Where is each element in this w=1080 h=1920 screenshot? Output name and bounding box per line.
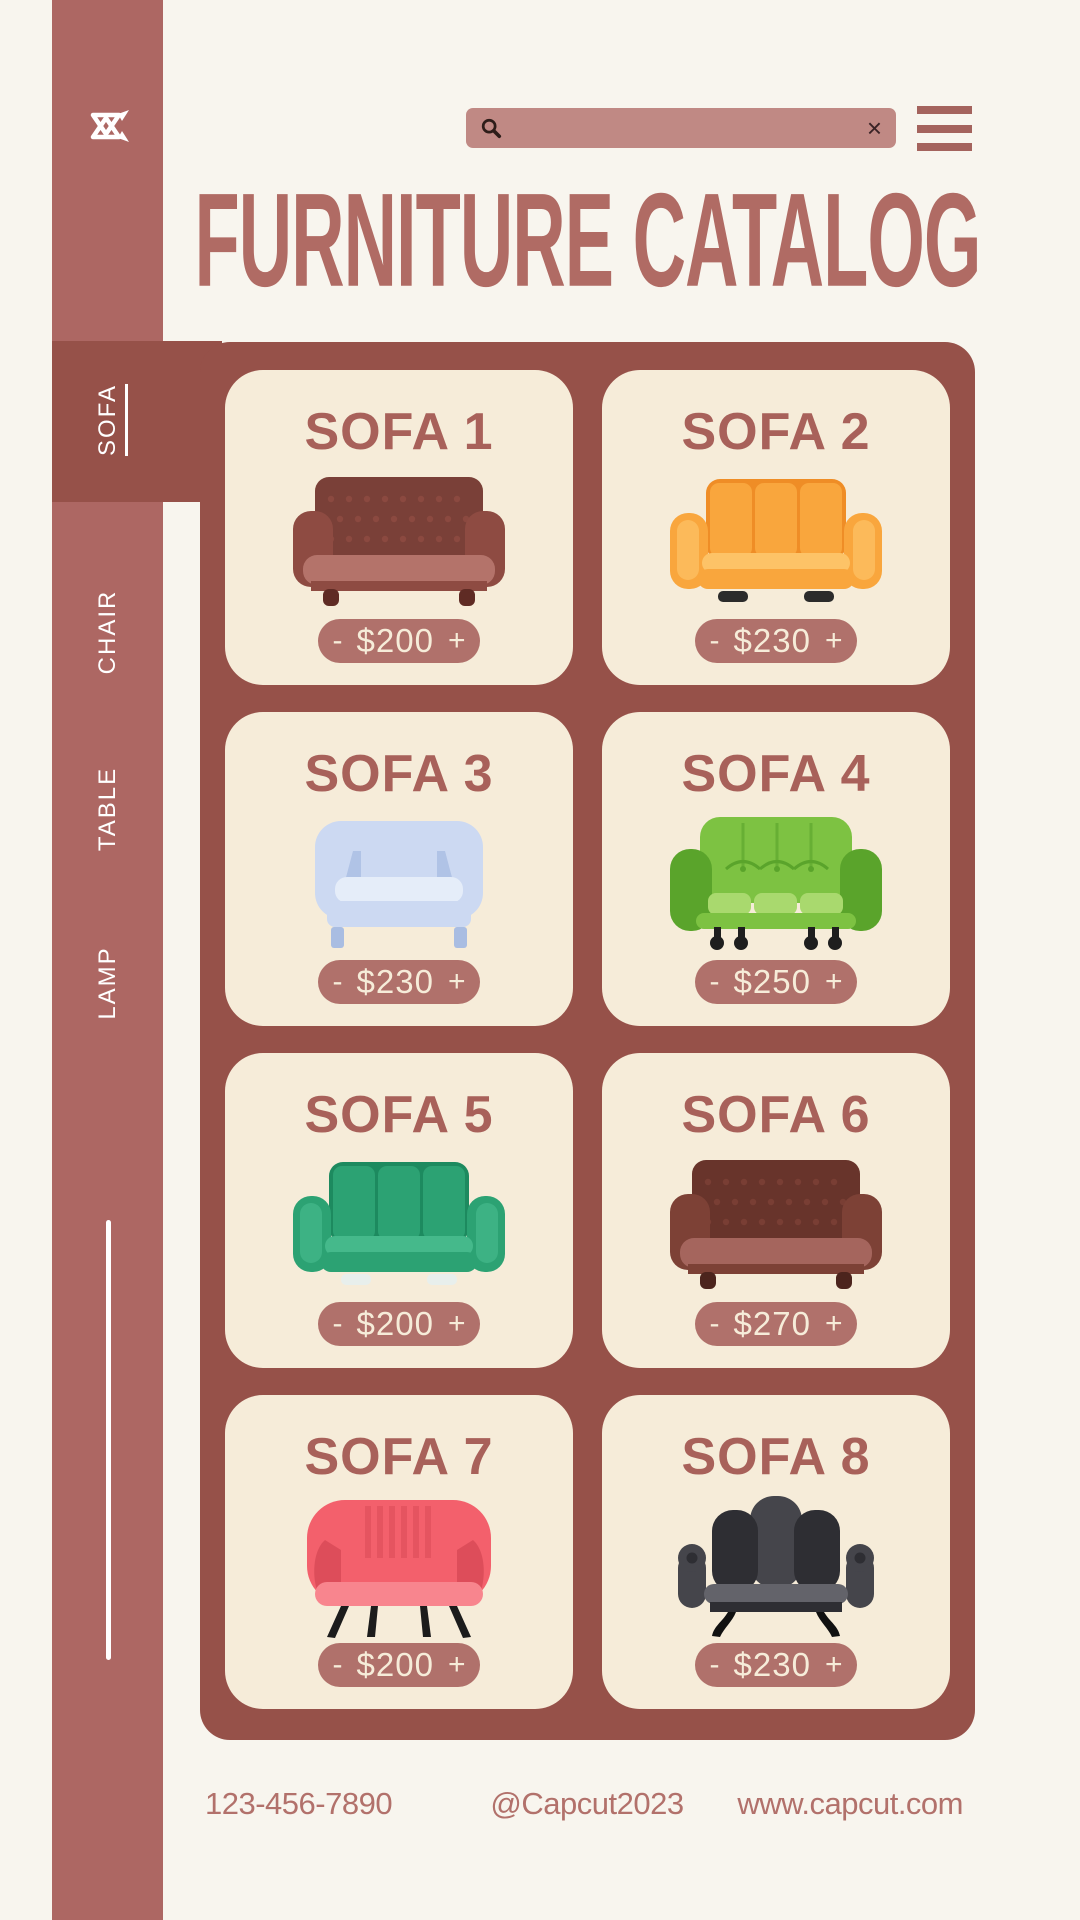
price-value: $230 <box>733 1646 811 1683</box>
capcut-logo-icon[interactable] <box>84 106 132 146</box>
footer-phone: 123-456-7890 <box>205 1786 393 1821</box>
product-card-3[interactable]: SOFA 3 - $230 + <box>225 711 573 1026</box>
menu-button[interactable] <box>917 106 972 151</box>
product-card-1[interactable]: SOFA 1 - $200 + <box>225 370 573 685</box>
hamburger-icon <box>917 124 972 133</box>
price-stepper: - $250 + <box>695 960 857 1004</box>
card-title: SOFA 4 <box>681 744 871 803</box>
sidebar-item-table[interactable]: TABLE <box>94 766 121 852</box>
plus-button[interactable]: + <box>447 965 466 998</box>
price-value: $270 <box>733 1304 811 1342</box>
product-card-6[interactable]: SOFA 6 - $270 + <box>602 1053 950 1368</box>
minus-button[interactable]: - <box>332 965 343 998</box>
sofa-illustration <box>293 477 505 607</box>
price-value: $230 <box>733 621 811 659</box>
price-value: $200 <box>356 1304 434 1342</box>
plus-button[interactable]: + <box>824 1306 843 1340</box>
price-value: $250 <box>733 963 811 1000</box>
footer-website[interactable]: www.capcut.com <box>737 1786 963 1821</box>
sofa-illustration <box>315 820 483 948</box>
clear-search-button[interactable]: × <box>866 113 882 143</box>
page-title: FURNITURE CATALOG <box>194 164 982 314</box>
product-card-7[interactable]: SOFA 7 - $200 + <box>225 1394 573 1709</box>
minus-button[interactable]: - <box>332 1648 343 1681</box>
minus-button[interactable]: - <box>709 965 720 998</box>
card-title: SOFA 7 <box>304 1427 494 1486</box>
sofa-illustration <box>678 1495 874 1637</box>
price-stepper: - $200 + <box>318 618 480 663</box>
plus-button[interactable]: + <box>824 1648 843 1681</box>
hamburger-icon <box>917 106 972 114</box>
sidebar-divider-line <box>106 1220 111 1660</box>
minus-button[interactable]: - <box>332 623 343 657</box>
sofa-illustration <box>670 479 882 603</box>
product-card-4[interactable]: SOFA 4 - $250 + <box>602 711 950 1026</box>
minus-button[interactable]: - <box>709 623 720 657</box>
minus-button[interactable]: - <box>332 1306 343 1340</box>
plus-button[interactable]: + <box>824 623 843 657</box>
card-title: SOFA 5 <box>304 1086 494 1144</box>
card-title: SOFA 6 <box>681 1086 871 1144</box>
price-stepper: - $230 + <box>695 618 857 663</box>
price-stepper: - $230 + <box>318 960 480 1004</box>
sofa-illustration <box>293 1162 505 1286</box>
search-bar[interactable]: × <box>466 108 896 148</box>
price-value: $230 <box>356 963 434 1000</box>
active-tab-highlight <box>52 341 222 502</box>
search-icon <box>481 118 502 139</box>
plus-button[interactable]: + <box>447 623 466 657</box>
price-value: $200 <box>356 621 434 659</box>
sidebar-item-chair[interactable]: CHAIR <box>94 589 121 675</box>
sidebar-item-lamp[interactable]: LAMP <box>94 946 121 1020</box>
minus-button[interactable]: - <box>709 1306 720 1340</box>
plus-button[interactable]: + <box>447 1306 466 1340</box>
search-input[interactable] <box>512 114 857 142</box>
catalog-panel: SOFA 1 - $200 + SOFA 2 <box>200 342 975 1740</box>
plus-button[interactable]: + <box>824 965 843 998</box>
card-grid: SOFA 1 - $200 + SOFA 2 <box>225 370 950 1709</box>
product-card-8[interactable]: SOFA 8 - $230 + <box>602 1394 950 1709</box>
card-title: SOFA 2 <box>681 403 871 461</box>
sofa-illustration <box>670 1160 882 1290</box>
card-title: SOFA 1 <box>304 403 494 461</box>
price-stepper: - $270 + <box>695 1301 857 1346</box>
price-value: $200 <box>356 1646 434 1683</box>
product-card-5[interactable]: SOFA 5 - $200 + <box>225 1053 573 1368</box>
price-stepper: - $230 + <box>695 1643 857 1687</box>
price-stepper: - $200 + <box>318 1643 480 1687</box>
card-title: SOFA 8 <box>681 1427 871 1486</box>
card-title: SOFA 3 <box>304 744 494 803</box>
product-card-2[interactable]: SOFA 2 - $230 + <box>602 370 950 685</box>
footer-handle: @Capcut2023 <box>490 1786 684 1821</box>
sidebar-item-sofa[interactable]: SOFA <box>94 383 121 457</box>
sofa-illustration <box>307 1499 491 1638</box>
hamburger-icon <box>917 143 972 151</box>
plus-button[interactable]: + <box>447 1648 466 1681</box>
sofa-illustration <box>670 816 882 950</box>
minus-button[interactable]: - <box>709 1648 720 1681</box>
price-stepper: - $200 + <box>318 1301 480 1346</box>
